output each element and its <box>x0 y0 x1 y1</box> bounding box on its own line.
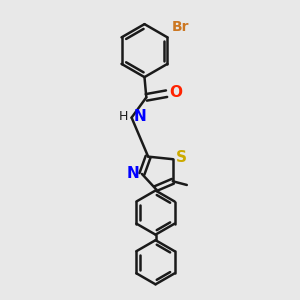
Text: S: S <box>176 150 187 165</box>
Text: O: O <box>169 85 182 100</box>
Text: Br: Br <box>172 20 189 34</box>
Text: N: N <box>134 110 146 124</box>
Text: N: N <box>126 167 139 182</box>
Text: H: H <box>118 110 128 123</box>
